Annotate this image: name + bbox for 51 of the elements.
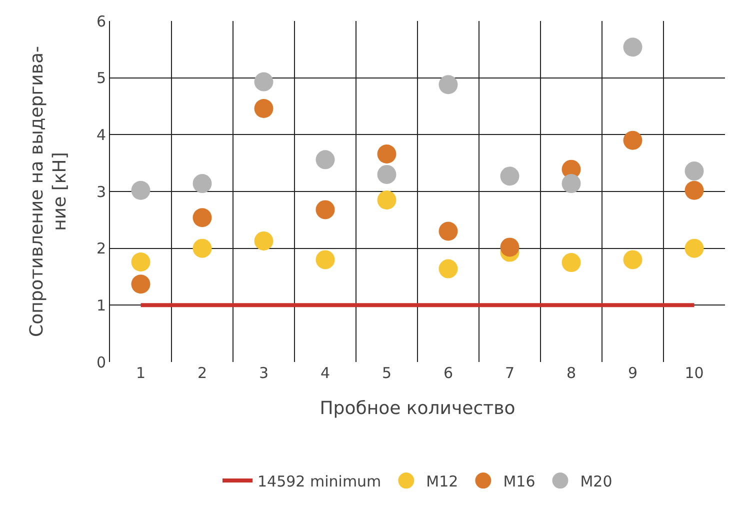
x-tick-label: 1 (136, 364, 146, 382)
legend-label: M12 (426, 472, 458, 490)
x-tick-label: 4 (320, 364, 330, 382)
x-tick-label: 8 (566, 364, 576, 382)
x-tick-label: 5 (382, 364, 392, 382)
y-tick-label: 1 (96, 296, 106, 314)
point (316, 150, 335, 170)
point (623, 38, 642, 57)
point (377, 164, 396, 184)
point (438, 75, 458, 94)
y-tick-label: 4 (96, 126, 106, 144)
point (623, 250, 642, 270)
y-tick-label: 2 (96, 240, 106, 258)
point (377, 190, 396, 210)
point (438, 259, 458, 278)
x-tick-label: 7 (504, 364, 515, 382)
point (377, 144, 396, 164)
x-tick-label: 9 (628, 364, 638, 382)
x-axis-title: Пробное количество (320, 398, 516, 420)
point (684, 238, 704, 258)
point (562, 253, 581, 272)
point (131, 252, 150, 272)
point (684, 162, 704, 181)
point (623, 130, 642, 150)
legend-label: M16 (503, 472, 536, 490)
y-axis-title: Сопротивление на выдергива- ние [кН] (26, 46, 71, 337)
x-tick-label: 2 (197, 364, 208, 382)
legend-label: 14592 minimum (258, 472, 382, 490)
legend-label: M20 (580, 472, 612, 490)
point (562, 174, 581, 194)
y-tick-label: 5 (96, 69, 106, 88)
point (131, 180, 150, 200)
point (192, 174, 212, 194)
y-tick-label: 6 (96, 12, 106, 30)
point (438, 222, 458, 241)
point (192, 238, 212, 258)
point (254, 231, 274, 250)
point (254, 99, 274, 118)
point (316, 200, 335, 220)
y-tick-label: 0 (96, 353, 106, 372)
point (684, 180, 704, 200)
point (500, 238, 520, 257)
point (131, 274, 150, 294)
point (316, 250, 335, 270)
point (192, 208, 212, 228)
x-tick-label: 6 (443, 364, 454, 382)
y-tick-label: 3 (96, 182, 106, 201)
point (254, 72, 274, 92)
point (500, 166, 520, 186)
x-tick-label: 3 (258, 364, 269, 382)
x-tick-label: 10 (684, 364, 704, 382)
